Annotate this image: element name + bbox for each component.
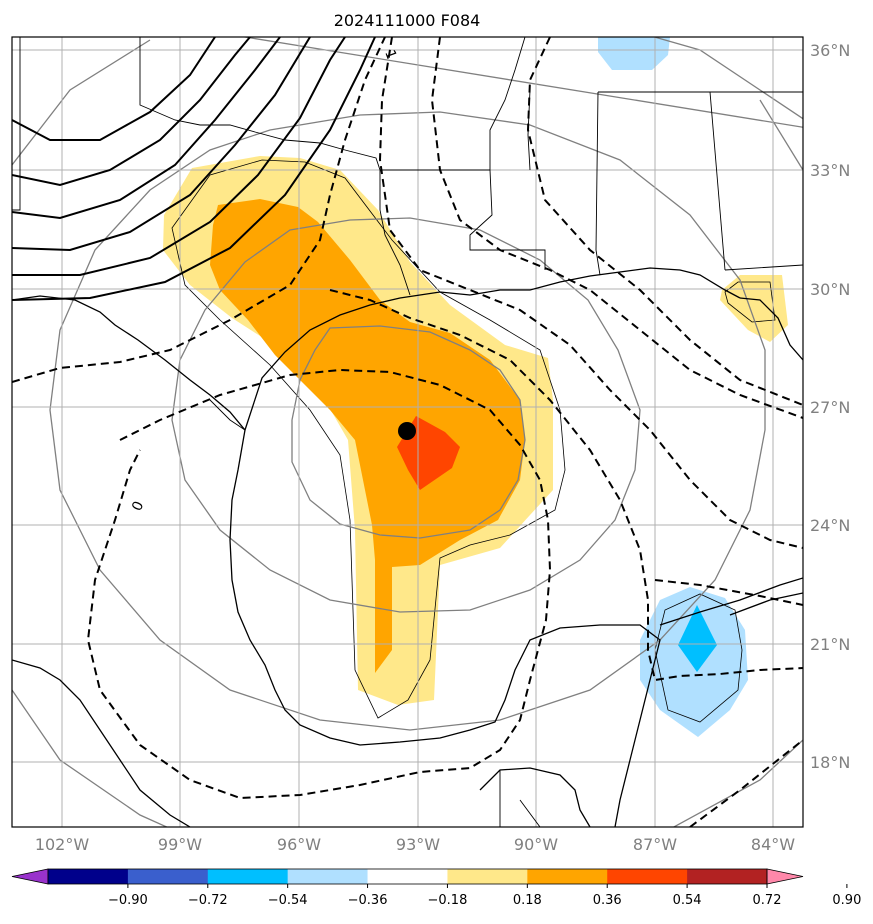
lat-label: 18°N (810, 753, 850, 772)
lon-label: 87°W (633, 835, 677, 854)
mexico-gulf-coast (229, 429, 661, 827)
colorbar-tick-label: 0.18 (513, 893, 542, 908)
colorbar-tick-label: 0.90 (832, 893, 861, 908)
map-frame (11, 36, 804, 828)
range-ring-3 (49, 111, 766, 731)
cuba-lower (729, 592, 803, 616)
colorbar-tick-label: −0.54 (268, 893, 308, 908)
lon-label: 90°W (514, 835, 558, 854)
longitude-labels: 102°W 99°W 96°W 93°W 90°W 87°W 84°W (35, 835, 795, 854)
colorbar-extend-high (766, 868, 804, 885)
latitude-labels: 36°N 33°N 30°N 27°N 24°N 21°N 18°N (810, 41, 850, 772)
florida-coast (739, 297, 803, 361)
figure-title: 2024111000 F084 (334, 11, 481, 30)
lat-label: 27°N (810, 398, 850, 417)
colorbar-swatch (287, 869, 369, 884)
range-rings (12, 37, 803, 827)
storm-center-marker (398, 422, 416, 440)
mexico-pacific-coast (12, 659, 191, 827)
lat-label: 24°N (810, 516, 850, 535)
range-ring-4-bottom (12, 689, 803, 827)
lon-label: 96°W (277, 835, 321, 854)
lon-label: 99°W (158, 835, 202, 854)
mexico-border (12, 37, 246, 431)
cyan-region (678, 605, 717, 672)
colorbar-swatch (447, 869, 528, 884)
range-ring-4-side (12, 39, 151, 166)
lat-label: 33°N (810, 161, 850, 180)
colorbar-frame (47, 868, 768, 885)
colorbar-swatch (207, 869, 289, 884)
colorbar-tick-label: 0.36 (593, 893, 622, 908)
colorbar-tick-label: 0.54 (673, 893, 702, 908)
colorbar: −0.90 −0.72 −0.54 −0.36 −0.18 0.18 0.36 0.54 0.7… (11, 868, 861, 908)
colorbar-swatch (687, 869, 768, 884)
range-ring-1 (291, 325, 526, 539)
colorbar-tick-label: −0.90 (108, 893, 148, 908)
coastlines-and-borders (12, 37, 803, 827)
colorbar-swatch (48, 869, 129, 884)
colorbar-extend-low (11, 868, 49, 885)
us-gulf-coast (12, 267, 741, 432)
colorbar-tick-label: −0.72 (188, 893, 228, 908)
lon-label: 84°W (751, 835, 795, 854)
dashed-contours (12, 37, 803, 827)
lon-label: 102°W (35, 835, 90, 854)
lat-label: 36°N (810, 41, 850, 60)
colorbar-tick-label: −0.36 (348, 893, 388, 908)
lightblue-region-top (598, 37, 670, 70)
range-ring-4-right (759, 99, 803, 171)
colorbar-swatch (367, 869, 448, 884)
lat-label: 30°N (810, 280, 850, 299)
central-america-border (499, 770, 541, 827)
solid-contours (12, 37, 376, 301)
orange-region (210, 199, 525, 673)
colorbar-swatch (127, 869, 209, 884)
field-outlines (171, 159, 776, 723)
colorbar-swatch (607, 869, 688, 884)
cuba (659, 577, 803, 626)
map-panel: 0 1 (12, 37, 803, 827)
lon-label: 93°W (396, 835, 440, 854)
colorbar-swatch (527, 869, 608, 884)
colorbar-tick-label: 0.72 (753, 893, 782, 908)
colorbar-tick-label: −0.18 (428, 893, 468, 908)
lat-label: 21°N (810, 635, 850, 654)
